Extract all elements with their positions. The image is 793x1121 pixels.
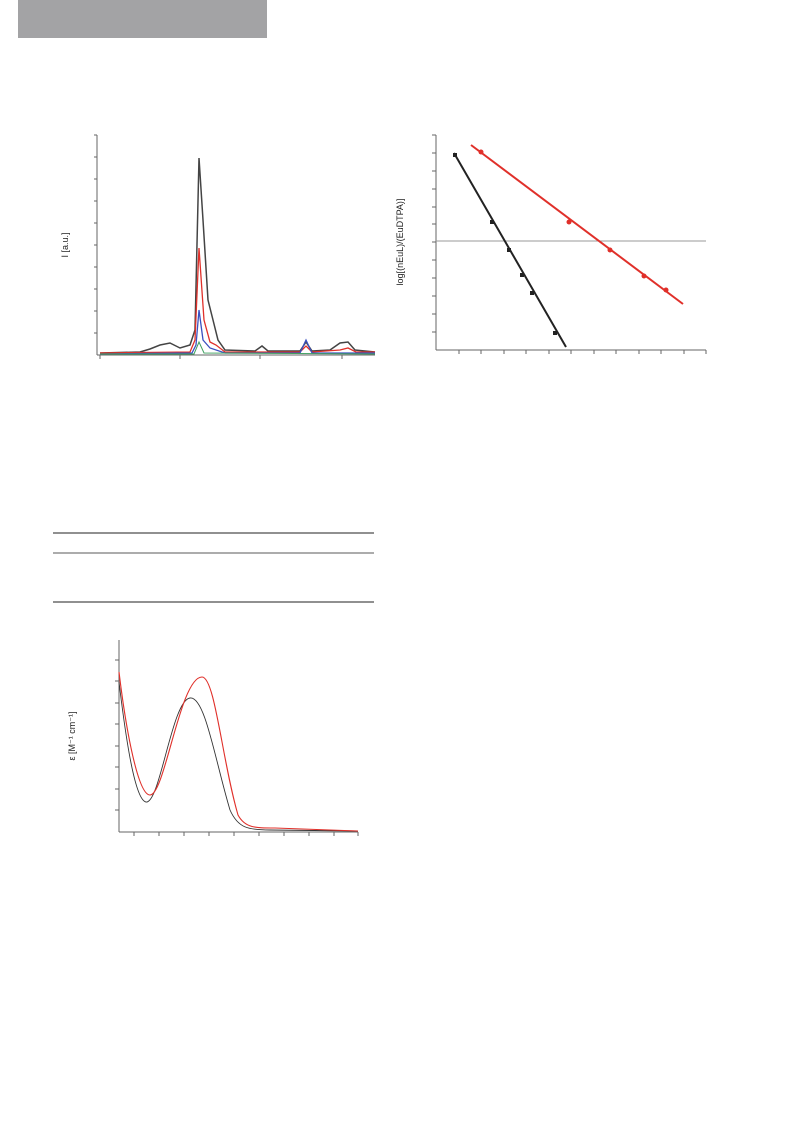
- figure-3: ε [M⁻¹ cm⁻¹]: [67, 640, 359, 836]
- curve: [100, 340, 376, 355]
- fit-line: [470, 144, 684, 305]
- header-bar: [18, 0, 267, 38]
- y-axis-label: I [a.u.]: [60, 232, 70, 257]
- ticks: [432, 134, 707, 354]
- curve: [118, 681, 359, 832]
- curve: [118, 671, 359, 832]
- curve: [99, 247, 375, 354]
- y-axis-label: ε [M⁻¹ cm⁻¹]: [67, 711, 77, 760]
- figure-2: log[(nEuL)/(EuDTPA)]: [395, 134, 707, 354]
- ticks: [115, 659, 359, 836]
- figure-1: I [a.u.]: [60, 134, 376, 359]
- points: [453, 153, 557, 335]
- ticks: [94, 134, 343, 359]
- points: [478, 149, 669, 293]
- curve: [99, 309, 375, 355]
- curve: [99, 157, 376, 354]
- table-rules: [53, 532, 374, 603]
- y-axis-label: log[(nEuL)/(EuDTPA)]: [395, 199, 405, 286]
